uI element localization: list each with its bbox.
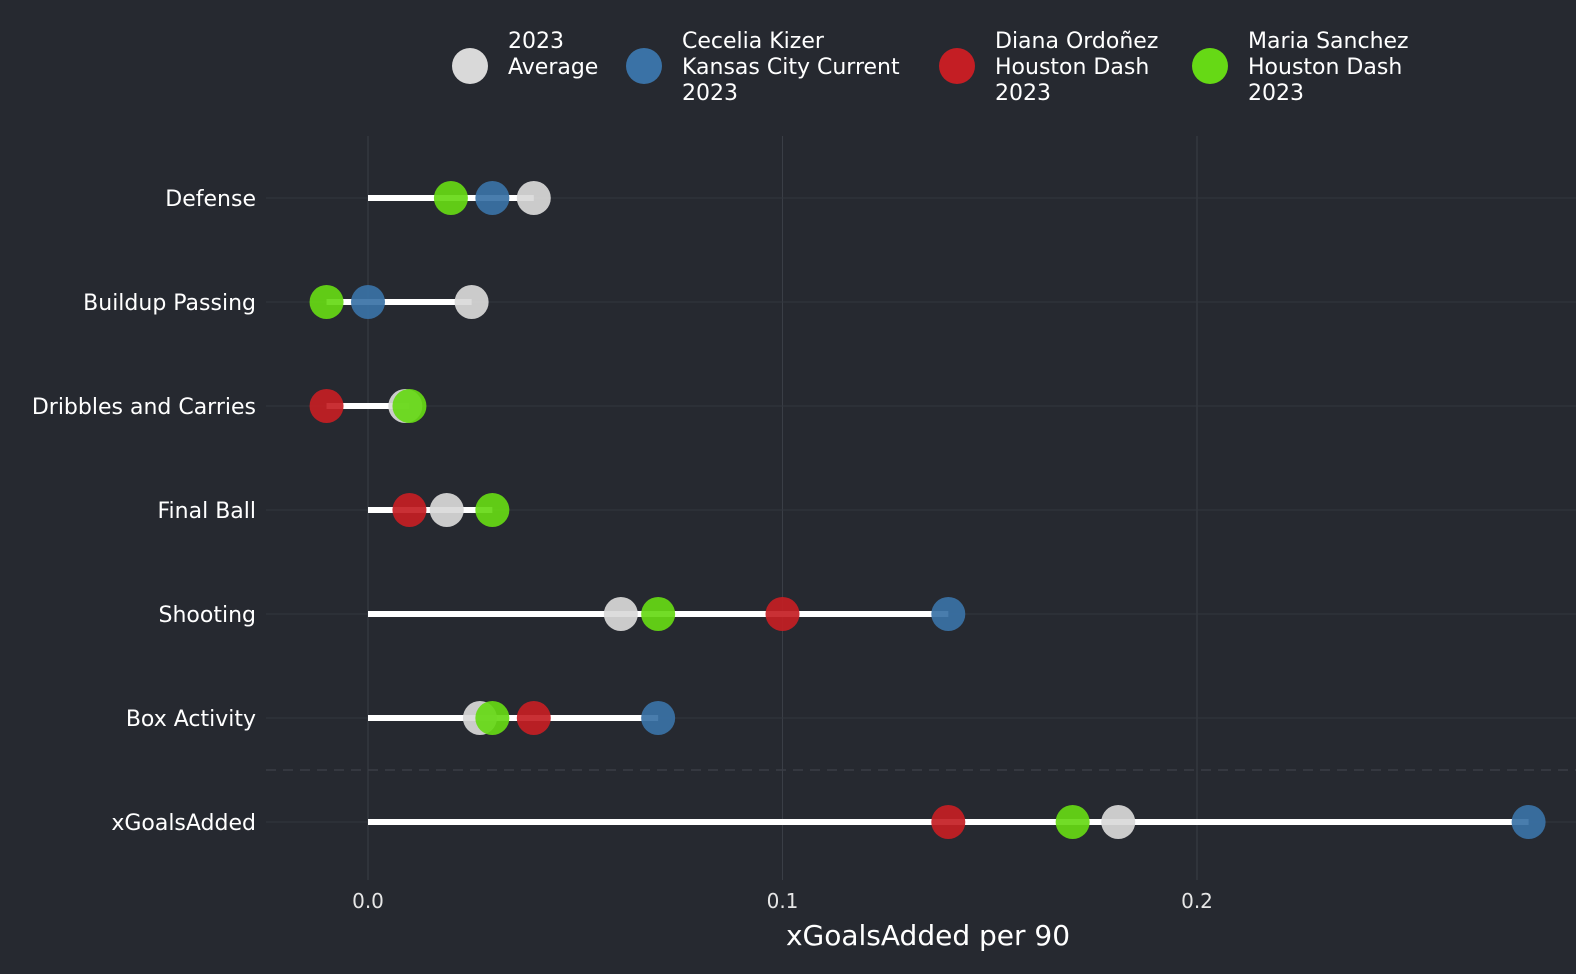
data-point xyxy=(931,597,966,631)
category-label: xGoalsAdded xyxy=(111,811,256,836)
data-point xyxy=(454,285,489,319)
data-point xyxy=(475,493,510,527)
legend-label: 2023 xyxy=(1248,81,1304,106)
category-label-layer: Defense Buildup Passing Dribbles and Carri… xyxy=(32,187,256,836)
legend-swatch xyxy=(939,48,975,84)
data-point xyxy=(392,389,427,423)
legend-label: Houston Dash xyxy=(995,55,1149,80)
legend-swatch xyxy=(452,48,488,84)
data-point xyxy=(1101,805,1136,839)
point-layer xyxy=(309,181,1546,839)
data-point xyxy=(309,285,344,319)
legend-label: Houston Dash xyxy=(1248,55,1402,80)
category-label: Box Activity xyxy=(126,707,256,732)
legend-label: 2023 xyxy=(508,29,564,54)
data-point xyxy=(475,701,510,735)
legend-label: Maria Sanchez xyxy=(1248,29,1409,54)
data-point xyxy=(931,805,966,839)
category-label: Shooting xyxy=(159,603,256,628)
data-point xyxy=(1511,805,1546,839)
legend-label: Average xyxy=(508,55,598,80)
x-tick-label: 0.2 xyxy=(1181,889,1213,913)
data-point xyxy=(1055,805,1090,839)
data-point xyxy=(641,701,676,735)
legend-label: Kansas City Current xyxy=(682,55,900,80)
category-label: Dribbles and Carries xyxy=(32,395,256,420)
data-point xyxy=(641,597,676,631)
legend-swatch xyxy=(1192,48,1228,84)
data-point xyxy=(433,181,468,215)
x-tick-label: 0.1 xyxy=(767,889,799,913)
legend-swatch xyxy=(626,48,662,84)
category-label: Buildup Passing xyxy=(83,291,256,316)
legend-label: 2023 xyxy=(682,81,738,106)
data-point xyxy=(516,181,551,215)
data-point xyxy=(392,493,427,527)
data-point xyxy=(765,597,800,631)
legend-label: Diana Ordoñez xyxy=(995,29,1158,54)
x-tick-label: 0.0 xyxy=(352,889,384,913)
data-point xyxy=(351,285,385,319)
category-label: Final Ball xyxy=(158,499,257,524)
x-tick-layer: 0.0 0.1 0.2 xyxy=(352,889,1213,913)
category-label: Defense xyxy=(165,187,256,212)
legend-label: Cecelia Kizer xyxy=(682,29,825,54)
data-point xyxy=(429,493,464,527)
legend-label: 2023 xyxy=(995,81,1051,106)
data-point xyxy=(516,701,551,735)
x-axis-title: xGoalsAdded per 90 xyxy=(786,919,1070,952)
data-point xyxy=(475,181,510,215)
data-point xyxy=(309,389,344,423)
data-point xyxy=(603,597,638,631)
